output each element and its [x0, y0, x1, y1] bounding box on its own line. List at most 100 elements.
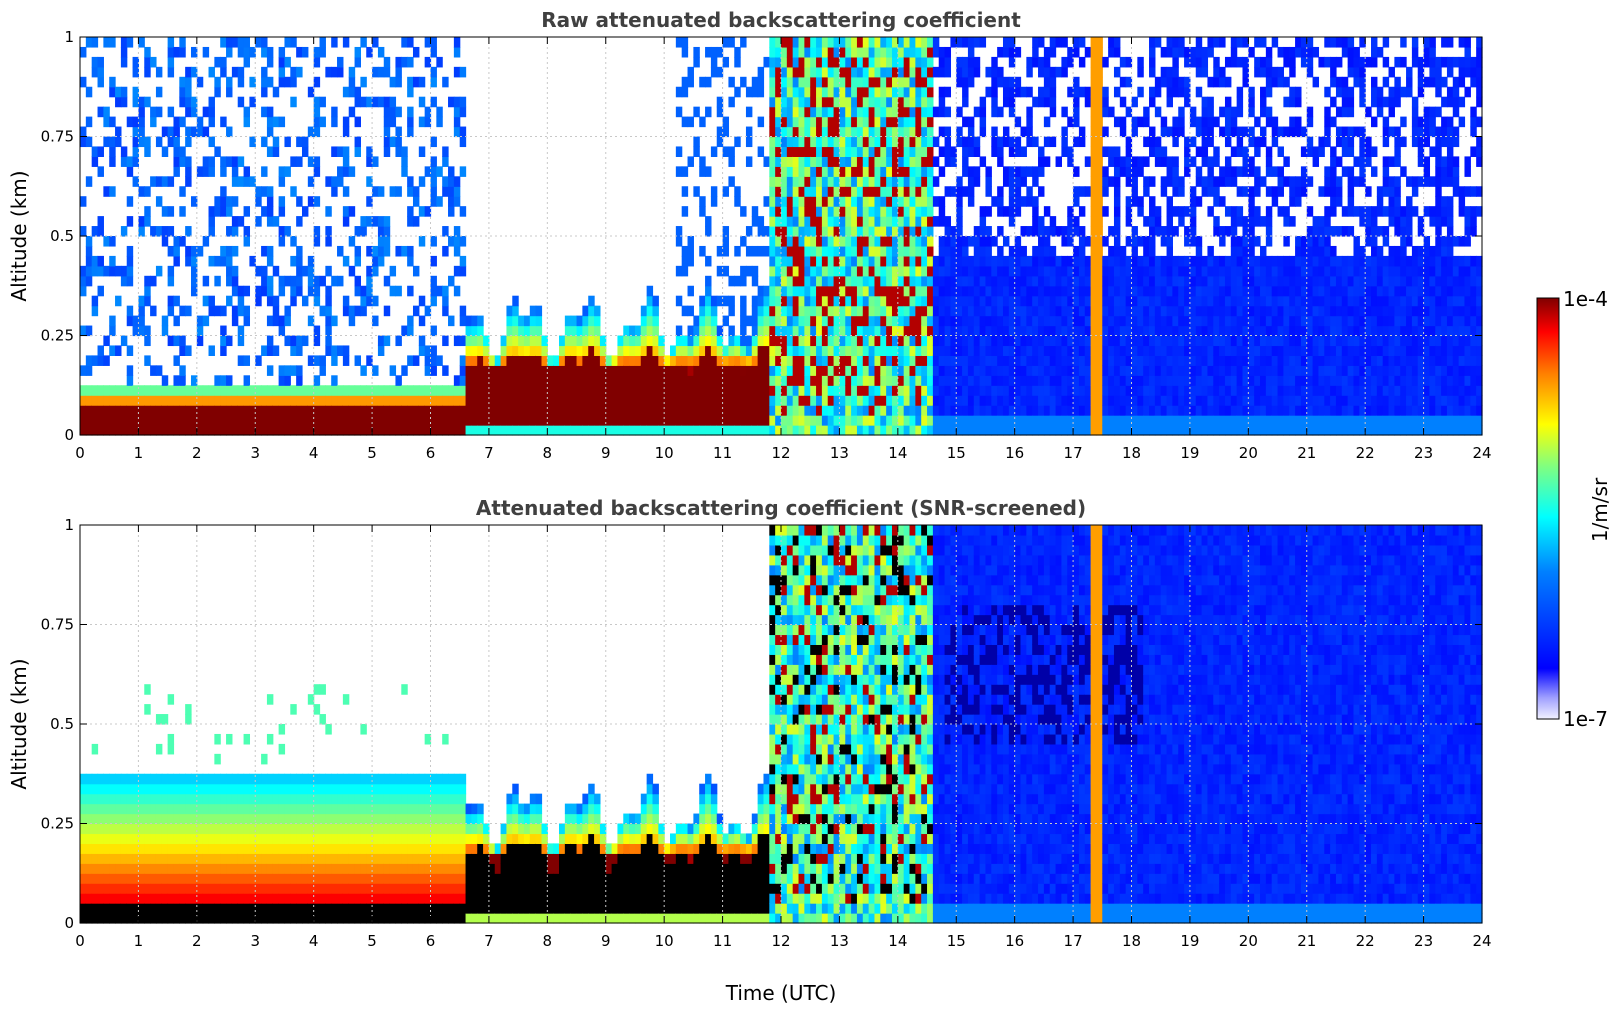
heatmap-cell	[985, 295, 992, 307]
heatmap-cell	[1224, 345, 1232, 356]
heatmap-cell	[903, 206, 911, 217]
heatmap-cell	[751, 315, 759, 327]
heatmap-cell	[1172, 156, 1179, 167]
heatmap-cell	[1160, 275, 1168, 287]
heatmap-cell	[360, 76, 367, 88]
heatmap-cell	[1254, 146, 1261, 157]
heatmap-cell	[255, 405, 262, 416]
heatmap-cell	[804, 415, 811, 426]
heatmap-cell	[1172, 136, 1179, 148]
heatmap-cell	[523, 405, 531, 416]
heatmap-cell	[915, 226, 922, 237]
heatmap-cell	[284, 56, 291, 68]
heatmap-cell	[132, 315, 140, 327]
heatmap-cell	[1102, 425, 1109, 436]
heatmap-cell	[1119, 335, 1127, 347]
heatmap-cell	[833, 226, 841, 237]
heatmap-cell	[962, 166, 969, 177]
heatmap-cell	[839, 56, 846, 68]
heatmap-cell	[798, 136, 805, 148]
heatmap-cell	[459, 206, 467, 217]
heatmap-cell	[220, 405, 227, 416]
heatmap-cell	[962, 325, 969, 337]
heatmap-cell	[1248, 265, 1255, 277]
heatmap-cell	[967, 385, 975, 396]
heatmap-cell	[272, 415, 280, 426]
heatmap-cell	[1008, 335, 1016, 347]
heatmap-cell	[839, 126, 846, 138]
heatmap-cell	[1283, 156, 1290, 167]
heatmap-cell	[1213, 255, 1220, 267]
heatmap-cell	[1008, 255, 1016, 267]
heatmap-cell	[1149, 345, 1156, 356]
heatmap-cell	[1061, 265, 1068, 277]
heatmap-cell	[821, 206, 829, 217]
heatmap-cell	[751, 265, 759, 277]
heatmap-cell	[1271, 66, 1279, 78]
heatmap-cell	[810, 96, 817, 108]
heatmap-cell	[1113, 395, 1121, 406]
heatmap-cell	[1002, 275, 1010, 287]
heatmap-cell	[798, 236, 805, 247]
heatmap-cell	[1160, 126, 1168, 138]
heatmap-cell	[874, 385, 881, 396]
heatmap-cell	[1131, 345, 1138, 356]
heatmap-cell	[301, 405, 309, 416]
heatmap-cell	[337, 66, 344, 78]
heatmap-cell	[1289, 46, 1296, 58]
heatmap-cell	[442, 405, 449, 416]
heatmap-cell	[897, 265, 905, 277]
heatmap-cell	[272, 86, 280, 98]
heatmap-cell	[705, 76, 712, 88]
heatmap-cell	[740, 385, 747, 396]
heatmap-cell	[120, 335, 128, 347]
heatmap-cell	[967, 345, 975, 356]
heatmap-cell	[646, 295, 654, 307]
heatmap-cell	[938, 216, 946, 227]
heatmap-cell	[284, 275, 291, 287]
heatmap-cell	[453, 196, 461, 207]
heatmap-cell	[827, 116, 835, 128]
heatmap-cell	[1242, 255, 1249, 267]
heatmap-cell	[366, 146, 373, 157]
heatmap-cell	[366, 156, 373, 167]
heatmap-cell	[1073, 315, 1080, 327]
heatmap-cell	[80, 275, 87, 287]
heatmap-cell	[1236, 365, 1244, 376]
heatmap-cell	[354, 425, 361, 436]
heatmap-cell	[1108, 335, 1115, 347]
heatmap-cell	[1154, 76, 1162, 88]
heatmap-cell	[944, 226, 952, 237]
heatmap-cell	[915, 86, 922, 98]
heatmap-cell	[331, 425, 338, 436]
heatmap-cell	[909, 116, 916, 128]
heatmap-cell	[979, 265, 987, 277]
heatmap-cell	[150, 106, 157, 118]
heatmap-cell	[553, 375, 560, 386]
heatmap-cell	[839, 405, 846, 416]
heatmap-cell	[851, 355, 858, 366]
heatmap-cell	[1008, 56, 1016, 68]
heatmap-cell	[126, 255, 134, 267]
heatmap-cell	[448, 395, 455, 406]
heatmap-cell	[348, 66, 356, 78]
heatmap-cell	[792, 405, 800, 416]
heatmap-cell	[1008, 315, 1016, 327]
heatmap-cell	[173, 116, 180, 128]
heatmap-cell	[816, 355, 823, 366]
heatmap-cell	[775, 335, 782, 347]
heatmap-cell	[1254, 345, 1261, 356]
heatmap-cell	[886, 375, 893, 386]
heatmap-cell	[1113, 216, 1121, 227]
heatmap-cell	[337, 176, 344, 187]
heatmap-cell	[640, 415, 648, 426]
heatmap-cell	[1213, 425, 1220, 436]
heatmap-cell	[243, 37, 251, 48]
heatmap-cell	[821, 345, 829, 356]
heatmap-cell	[85, 385, 93, 396]
heatmap-cell	[903, 335, 911, 347]
heatmap-cell	[781, 46, 788, 58]
heatmap-cell	[845, 196, 852, 207]
heatmap-cell	[927, 166, 934, 177]
heatmap-cell	[1242, 295, 1249, 307]
